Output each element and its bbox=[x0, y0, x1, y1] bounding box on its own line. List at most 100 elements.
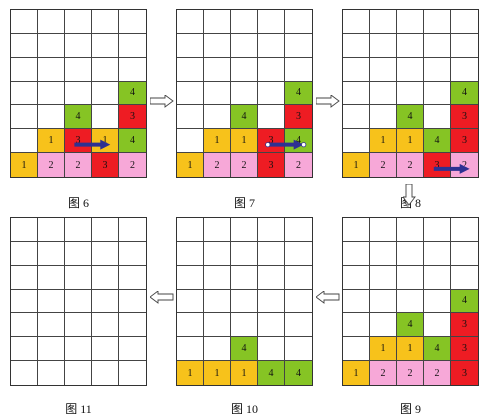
empty-cell bbox=[92, 241, 119, 266]
empty-cell bbox=[177, 105, 204, 130]
empty-cell bbox=[204, 337, 231, 362]
empty-cell bbox=[451, 266, 478, 290]
empty-cell bbox=[38, 265, 65, 290]
empty-cell bbox=[258, 57, 285, 82]
tile-4: 4 bbox=[451, 81, 478, 106]
tile-2: 2 bbox=[38, 153, 65, 177]
empty-cell bbox=[65, 313, 92, 338]
empty-cell bbox=[343, 33, 370, 58]
empty-cell bbox=[231, 241, 258, 266]
empty-cell bbox=[177, 33, 204, 58]
empty-cell bbox=[65, 10, 92, 34]
empty-cell bbox=[65, 218, 92, 242]
empty-cell bbox=[370, 105, 397, 130]
empty-cell bbox=[343, 241, 370, 266]
tile-1: 1 bbox=[177, 153, 204, 177]
empty-cell bbox=[38, 361, 65, 385]
empty-cell bbox=[285, 218, 312, 242]
tile-4: 4 bbox=[424, 337, 451, 362]
empty-cell bbox=[424, 265, 451, 290]
empty-cell bbox=[92, 265, 119, 290]
caption-p10: 图 10 bbox=[230, 402, 258, 414]
flow-arrow-left-icon bbox=[150, 291, 174, 304]
tile-1: 1 bbox=[343, 153, 370, 177]
empty-cell bbox=[424, 218, 451, 242]
tile-4: 4 bbox=[397, 105, 424, 130]
empty-cell bbox=[258, 289, 285, 314]
empty-cell bbox=[370, 218, 397, 242]
empty-cell bbox=[424, 313, 451, 338]
empty-cell bbox=[119, 290, 146, 314]
tile-2: 2 bbox=[204, 153, 231, 177]
empty-cell bbox=[343, 313, 370, 338]
empty-cell bbox=[451, 10, 478, 34]
empty-cell bbox=[343, 81, 370, 106]
empty-cell bbox=[424, 289, 451, 314]
empty-cell bbox=[65, 361, 92, 385]
empty-cell bbox=[424, 241, 451, 266]
tile-4: 4 bbox=[451, 289, 478, 314]
caption-p9: 图 9 bbox=[399, 402, 421, 414]
empty-cell bbox=[343, 129, 370, 154]
empty-cell bbox=[119, 337, 146, 362]
empty-cell bbox=[38, 241, 65, 266]
empty-cell bbox=[258, 337, 285, 362]
empty-cell bbox=[11, 10, 38, 34]
empty-cell bbox=[204, 105, 231, 130]
empty-cell bbox=[370, 241, 397, 266]
empty-cell bbox=[231, 33, 258, 58]
tile-1: 1 bbox=[397, 129, 424, 154]
empty-cell bbox=[451, 218, 478, 242]
empty-cell bbox=[204, 289, 231, 314]
empty-cell bbox=[258, 10, 285, 34]
empty-cell bbox=[258, 313, 285, 338]
empty-cell bbox=[92, 313, 119, 338]
empty-cell bbox=[92, 337, 119, 362]
empty-cell bbox=[38, 313, 65, 338]
empty-cell bbox=[177, 241, 204, 266]
empty-cell bbox=[343, 289, 370, 314]
empty-cell bbox=[38, 10, 65, 34]
empty-cell bbox=[11, 218, 38, 242]
tile-2: 2 bbox=[397, 361, 424, 385]
tile-4: 4 bbox=[285, 129, 312, 154]
empty-cell bbox=[258, 241, 285, 266]
tile-4: 4 bbox=[65, 105, 92, 130]
empty-cell bbox=[285, 266, 312, 290]
empty-cell bbox=[11, 105, 38, 130]
empty-cell bbox=[177, 129, 204, 154]
empty-cell bbox=[92, 105, 119, 130]
empty-cell bbox=[258, 218, 285, 242]
empty-cell bbox=[177, 81, 204, 106]
empty-cell bbox=[92, 33, 119, 58]
empty-cell bbox=[370, 33, 397, 58]
empty-cell bbox=[343, 105, 370, 130]
empty-cell bbox=[231, 265, 258, 290]
empty-cell bbox=[370, 289, 397, 314]
tile-1: 1 bbox=[231, 361, 258, 385]
flow-arrow-down-icon bbox=[403, 184, 416, 206]
empty-cell bbox=[231, 57, 258, 82]
empty-cell bbox=[38, 33, 65, 58]
empty-cell bbox=[231, 218, 258, 242]
empty-cell bbox=[204, 313, 231, 338]
flow-arrow-right-icon bbox=[316, 95, 340, 108]
tile-4: 4 bbox=[231, 105, 258, 130]
empty-cell bbox=[119, 266, 146, 290]
empty-cell bbox=[285, 34, 312, 58]
empty-cell bbox=[119, 313, 146, 338]
tile-2: 2 bbox=[119, 153, 146, 177]
empty-cell bbox=[92, 57, 119, 82]
empty-cell bbox=[343, 265, 370, 290]
empty-cell bbox=[397, 289, 424, 314]
empty-cell bbox=[119, 361, 146, 385]
empty-cell bbox=[285, 337, 312, 362]
empty-cell bbox=[231, 10, 258, 34]
empty-cell bbox=[397, 218, 424, 242]
tile-3: 3 bbox=[451, 313, 478, 338]
empty-cell bbox=[285, 313, 312, 338]
